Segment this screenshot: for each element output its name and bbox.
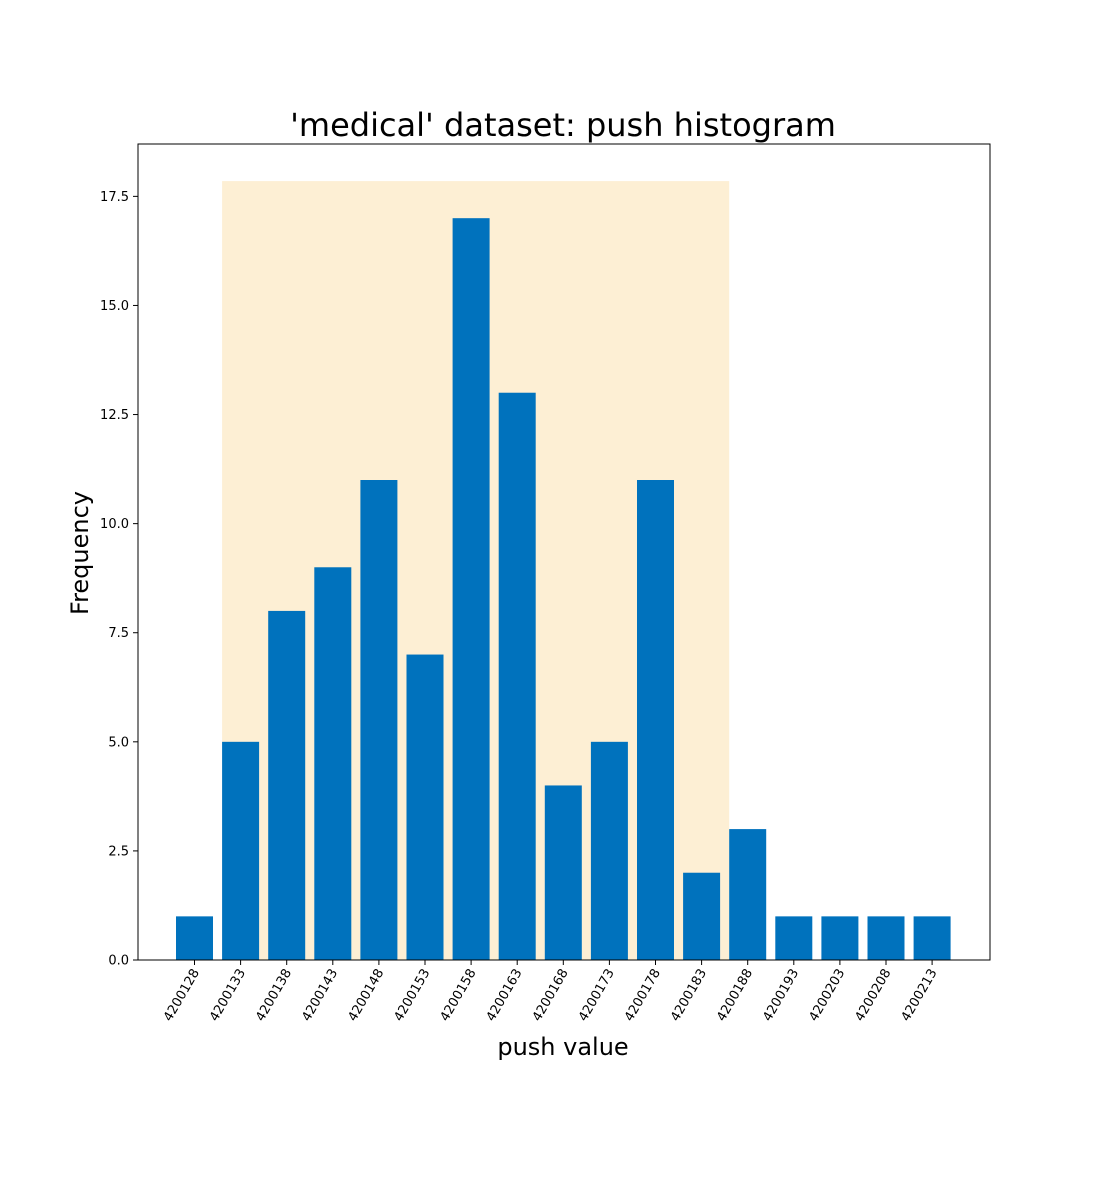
y-axis-label: Frequency	[66, 491, 94, 615]
x-tick-label: 4200128	[161, 967, 203, 1025]
y-tick-label: 0.0	[108, 954, 129, 969]
y-tick-label: 17.5	[100, 190, 129, 205]
plot-frame	[137, 143, 991, 961]
bar-4200148	[360, 480, 398, 960]
x-tick-label: 4200183	[668, 967, 710, 1025]
x-tick-label: 4200158	[438, 967, 480, 1025]
x-tick-label: 4200168	[530, 967, 572, 1025]
x-tick-label: 4200203	[806, 967, 848, 1025]
y-tick-label: 12.5	[100, 408, 129, 423]
x-tick-label: 4200188	[714, 967, 756, 1025]
bar-4200153	[406, 654, 444, 960]
x-axis-label: push value	[497, 1033, 628, 1061]
bar-4200133	[222, 741, 260, 960]
bar-4200178	[637, 480, 674, 960]
y-axis: 0.0 2.5 5.0 7.5 10.0 12.5 15.0 17.5	[100, 190, 138, 969]
y-tick-label: 2.5	[108, 844, 129, 859]
x-tick-label: 4200178	[622, 967, 664, 1025]
bar-4200173	[590, 741, 628, 960]
x-tick-label: 4200153	[392, 967, 434, 1025]
x-tick-label: 4200193	[760, 967, 802, 1025]
y-tick-label: 7.5	[108, 626, 129, 641]
x-tick-label: 4200163	[484, 967, 526, 1025]
x-tick-label: 4200208	[853, 967, 895, 1025]
bar-4200203	[821, 916, 859, 960]
x-tick-label: 4200148	[345, 967, 387, 1025]
y-tick-label: 5.0	[108, 735, 129, 750]
bar-4200213	[913, 916, 951, 960]
y-tick-label: 10.0	[100, 517, 129, 532]
bar-4200193	[775, 916, 813, 960]
bar-4200183	[683, 872, 721, 960]
x-tick-label: 4200213	[899, 967, 941, 1025]
bar-4200168	[544, 785, 582, 960]
x-axis: 4200128 4200133 4200138 4200143 4200148 42001…	[161, 960, 941, 1024]
chart-title: 'medical' dataset: push histogram	[290, 106, 836, 144]
bar-4200208	[867, 916, 905, 960]
bar-4200163	[498, 392, 536, 960]
x-tick-label: 4200143	[299, 967, 341, 1025]
bar-4200128	[176, 916, 213, 960]
bars	[176, 218, 951, 960]
x-tick-label: 4200133	[207, 967, 249, 1025]
bar-4200188	[729, 829, 767, 960]
x-tick-label: 4200173	[576, 967, 618, 1025]
bar-4200143	[314, 567, 352, 960]
x-tick-label: 4200138	[253, 967, 295, 1025]
bar-4200158	[452, 218, 490, 960]
y-tick-label: 15.0	[100, 299, 129, 314]
bar-4200138	[268, 610, 306, 960]
